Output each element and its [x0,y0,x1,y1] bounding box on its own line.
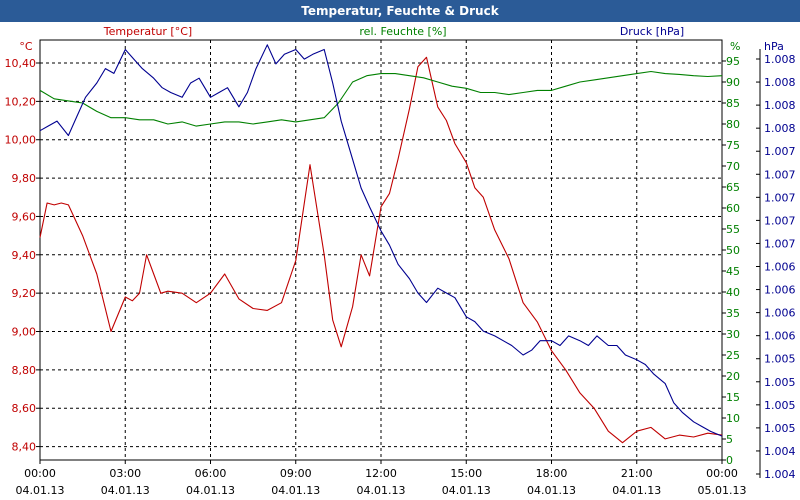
middle-tick-label: 60 [726,202,740,215]
middle-tick-label: 40 [726,286,740,299]
chart-background [0,22,800,500]
x-tick-label-time: 03:00 [109,467,141,480]
axes: 00:00 04.01.13 03:00 04.01.13 06:00 04.01.13 0… [5,40,796,497]
series-line-right [39,44,723,437]
middle-tick-label: 30 [726,328,740,341]
x-tick-label-date: 04.01.13 [186,484,235,497]
right-tick-label: 1.008 [764,99,796,112]
middle-tick-label: 5 [726,433,733,446]
left-tick-label: 9,00 [12,326,37,339]
x-tick-label-date: 04.01.13 [16,484,65,497]
left-tick-label: 9,60 [12,210,37,223]
series-label-middle: rel. Feuchte [%] [359,25,446,38]
left-tick-label: 10,20 [5,95,37,108]
series-layer [39,44,723,444]
x-tick-label-time: 15:00 [450,467,482,480]
middle-tick-label: 15 [726,391,740,404]
chart-area: 00:00 04.01.13 03:00 04.01.13 06:00 04.01.13 0… [0,22,800,500]
right-tick-label: 1.008 [764,76,796,89]
x-tick-label-time: 12:00 [365,467,397,480]
right-tick-label: 1.007 [764,168,796,181]
middle-tick-label: 10 [726,412,740,425]
middle-tick-label: 70 [726,160,740,173]
x-tick-label-date: 04.01.13 [101,484,150,497]
middle-tick-label: 65 [726,181,740,194]
middle-tick-label: 95 [726,55,740,68]
series-line-middle [39,70,723,127]
left-tick-label: 8,60 [12,402,37,415]
right-tick-label: 1.007 [764,214,796,227]
middle-tick-label: 0 [726,454,733,467]
x-tick-label-time: 06:00 [195,467,227,480]
middle-tick-label: 55 [726,223,740,236]
x-tick-label-time: 09:00 [280,467,312,480]
middle-tick-label: 45 [726,265,740,278]
middle-tick-label: 90 [726,76,740,89]
window-title: Temperatur, Feuchte & Druck [0,0,800,22]
series-label-right: Druck [hPa] [620,25,684,38]
middle-tick-label: 85 [726,97,740,110]
left-tick-label: 8,80 [12,364,37,377]
left-tick-label: 8,40 [12,441,37,454]
x-tick-label-time: 21:00 [621,467,653,480]
right-tick-label: 1.005 [764,353,796,366]
left-tick-label: 9,20 [12,287,37,300]
middle-tick-label: 50 [726,244,740,257]
right-tick-label: 1.006 [764,330,796,343]
right-tick-label: 1.007 [764,145,796,158]
left-tick-label: 10,40 [5,57,37,70]
x-tick-label-time: 00:00 [24,467,56,480]
right-tick-label: 1.007 [764,191,796,204]
right-tick-label: 1.005 [764,422,796,435]
right-tick-label: 1.004 [764,468,796,481]
right-tick-label: 1.005 [764,376,796,389]
x-tick-label-date: 04.01.13 [442,484,491,497]
right-tick-label: 1.006 [764,261,796,274]
x-tick-label-time: 00:00 [706,467,738,480]
right-tick-label: 1.005 [764,399,796,412]
right-tick-label: 1.008 [764,122,796,135]
series-label-left: Temperatur [°C] [103,25,192,38]
x-tick-label-date: 04.01.13 [527,484,576,497]
left-axis-unit: °C [19,40,33,53]
grid [40,40,722,460]
middle-tick-label: 25 [726,349,740,362]
x-tick-label-date: 04.01.13 [612,484,661,497]
middle-tick-label: 80 [726,118,740,131]
right-axis-unit: hPa [764,40,784,53]
middle-tick-label: 35 [726,307,740,320]
right-tick-label: 1.007 [764,237,796,250]
middle-tick-label: 20 [726,370,740,383]
x-tick-label-date: 04.01.13 [357,484,406,497]
middle-axis-unit: % [730,40,740,53]
right-tick-label: 1.006 [764,307,796,320]
x-tick-label-time: 18:00 [536,467,568,480]
right-tick-label: 1.004 [764,445,796,458]
x-tick-label-date: 05.01.13 [698,484,747,497]
left-tick-label: 10,00 [5,134,37,147]
right-tick-label: 1.006 [764,284,796,297]
series-line-left [39,56,723,444]
left-tick-label: 9,40 [12,249,37,262]
middle-tick-label: 75 [726,139,740,152]
x-tick-label-date: 04.01.13 [271,484,320,497]
right-tick-label: 1.008 [764,53,796,66]
left-tick-label: 9,80 [12,172,37,185]
series-labels: Temperatur [°C] rel. Feuchte [%] Druck [hP… [103,25,684,38]
